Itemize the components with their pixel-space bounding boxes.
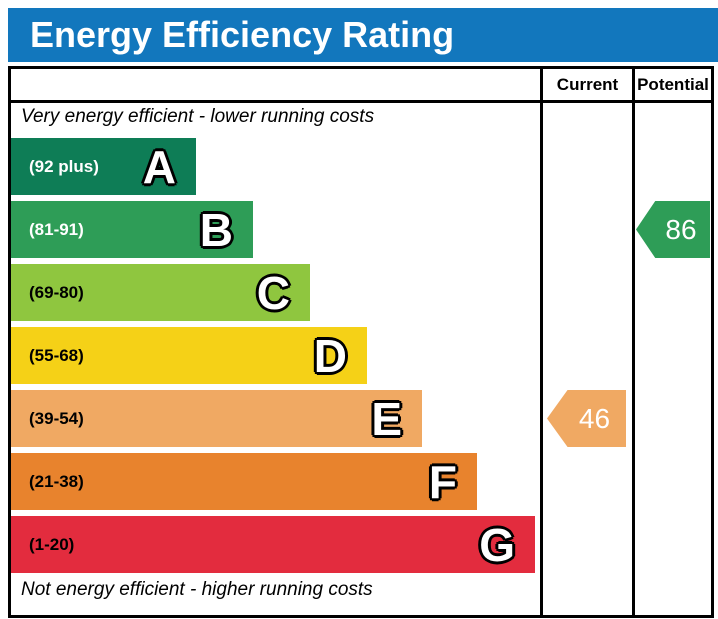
band-range-label: (69-80) xyxy=(29,282,84,302)
band-letter: B xyxy=(199,203,233,256)
title-banner: Energy Efficiency Rating xyxy=(8,8,718,62)
chart-box: Current Potential Very energy efficient … xyxy=(8,66,714,618)
band-row-g: (1-20) G xyxy=(11,516,535,573)
column-divider-current xyxy=(540,69,543,615)
column-header-potential: Potential xyxy=(637,74,709,94)
band-row-a: (92 plus) A xyxy=(11,138,196,195)
top-note: Very energy efficient - lower running co… xyxy=(21,106,375,127)
header-divider xyxy=(11,100,711,103)
page-title: Energy Efficiency Rating xyxy=(30,14,455,55)
band-row-e: (39-54) E xyxy=(11,390,422,447)
band-letter: F xyxy=(428,455,457,508)
band-row-b: (81-91) B xyxy=(11,201,253,258)
potential-rating-arrow: 86 xyxy=(636,201,710,258)
column-divider-potential xyxy=(632,69,635,615)
band-letter: A xyxy=(142,140,176,193)
current-rating-value: 46 xyxy=(578,402,611,434)
current-rating-arrow: 46 xyxy=(547,390,626,447)
band-range-label: (1-20) xyxy=(29,534,75,554)
band-letter: C xyxy=(256,266,290,319)
band-letter: G xyxy=(479,518,515,571)
band-row-f: (21-38) F xyxy=(11,453,477,510)
band-range-label: (21-38) xyxy=(29,471,84,491)
band-range-label: (92 plus) xyxy=(29,156,99,176)
band-range-label: (39-54) xyxy=(29,408,84,428)
band-range-label: (81-91) xyxy=(29,219,84,239)
band-row-d: (55-68) D xyxy=(11,327,367,384)
band-letter: E xyxy=(371,392,402,445)
bottom-note: Not energy efficient - higher running co… xyxy=(21,579,373,600)
potential-rating-value: 86 xyxy=(665,213,697,245)
band-letter: D xyxy=(313,329,347,382)
column-header-current: Current xyxy=(556,74,619,94)
band-row-c: (69-80) C xyxy=(11,264,310,321)
band-range-label: (55-68) xyxy=(29,345,84,365)
